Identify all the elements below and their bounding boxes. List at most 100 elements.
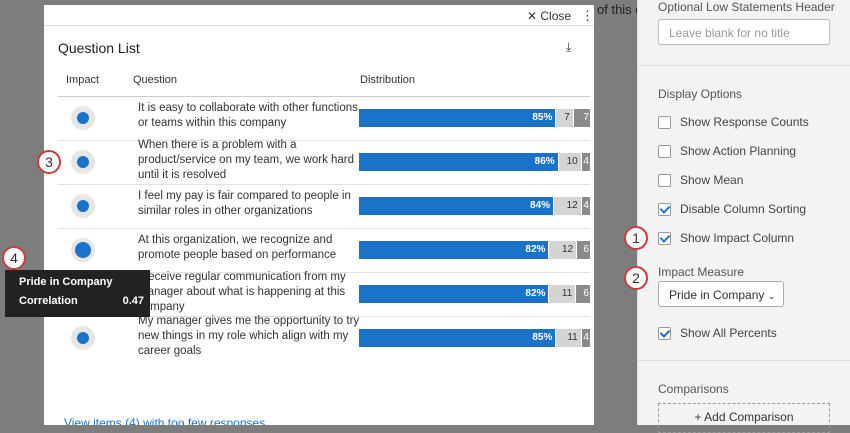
percent-label: 82%: [525, 244, 546, 255]
tooltip-title: Pride in Company: [19, 276, 113, 288]
row-divider: [58, 184, 590, 185]
impact-dot: [77, 332, 89, 344]
checkbox[interactable]: [658, 327, 671, 340]
percent-label: 85%: [532, 112, 553, 123]
modal-title: Question List: [58, 40, 140, 56]
modal: ✕ Close ⋮ Question List ⤓ View items (4)…: [44, 5, 594, 425]
divider: [638, 65, 850, 66]
checkbox-label: Show Mean: [680, 173, 744, 187]
settings-panel: Optional Low Statements Header Leave bla…: [637, 0, 850, 433]
row-divider: [58, 272, 590, 273]
divider: [44, 25, 594, 26]
neutral-bar: 11: [549, 285, 576, 303]
placeholder: Leave blank for no title: [669, 26, 790, 40]
question-text: At this organization, we recognize and: [138, 234, 333, 246]
positive-bar: 85%: [359, 109, 556, 127]
positive-bar: 82%: [359, 241, 549, 259]
positive-bar: 84%: [359, 197, 554, 215]
callout: 2: [624, 266, 648, 290]
column-header: Impact: [66, 74, 100, 86]
tooltip-value: 0.47: [122, 295, 144, 307]
negative-bar: 4: [581, 153, 590, 171]
distribution-bar: 82% 12 6: [359, 241, 590, 259]
neutral-bar: 12: [549, 241, 577, 259]
impact-dot: [77, 156, 89, 168]
distribution-bar: 85% 11 4: [359, 329, 590, 347]
checkbox-label: Show Response Counts: [680, 115, 809, 129]
negative-bar: 6: [577, 241, 590, 259]
distribution-bar: 85% 7 7: [359, 109, 590, 127]
negative-bar: 4: [581, 197, 590, 215]
divider: [638, 360, 850, 361]
download-icon[interactable]: ⤓: [566, 40, 572, 54]
question-text: product/service on my team, we work hard: [138, 153, 355, 166]
distribution-bar: 82% 11 6: [359, 285, 590, 303]
neutral-bar: 7: [556, 109, 573, 127]
background-text: of this da: [597, 2, 650, 17]
section-title: Comparisons: [658, 382, 729, 396]
checkbox[interactable]: [658, 174, 671, 187]
question-text: manager about what is happening at this: [138, 285, 346, 298]
question-text: When there is a problem with a: [138, 138, 297, 151]
row-divider: [58, 228, 590, 229]
tooltip-label: Correlation: [19, 295, 78, 307]
row-divider: [58, 316, 590, 317]
menu-icon[interactable]: ⋮: [581, 8, 594, 23]
callout: 4: [2, 246, 26, 270]
select-value: Pride in Company: [669, 288, 765, 302]
checkbox-label: Disable Column Sorting: [680, 202, 807, 216]
checkbox[interactable]: [658, 116, 671, 129]
neutral-bar: 12: [554, 197, 581, 215]
close-label: Close: [540, 9, 572, 23]
neutral-bar: 11: [556, 329, 581, 347]
distribution-bar: 84% 12 4: [359, 197, 590, 215]
row-divider: [58, 140, 590, 141]
column-header: Distribution: [360, 74, 416, 86]
percent-label: 82%: [525, 288, 546, 299]
question-text: It is easy to collaborate with other fun…: [138, 102, 358, 114]
question-text: I receive regular communication from my: [138, 270, 346, 283]
percent-label: 86%: [534, 156, 555, 167]
label: Impact Measure: [658, 265, 745, 279]
callout: 3: [37, 150, 61, 174]
impact-dot: [77, 200, 89, 212]
distribution-bar: 86% 10 4: [359, 153, 590, 171]
question-text: I feel my pay is fair compared to people…: [138, 190, 351, 202]
checkbox-label: Show Impact Column: [680, 231, 795, 245]
callout: 1: [624, 226, 648, 250]
percent-label: 84%: [530, 200, 551, 211]
negative-bar: 6: [576, 285, 590, 303]
positive-bar: 85%: [359, 329, 556, 347]
close-button[interactable]: ✕ Close: [527, 9, 572, 23]
impact-dot: [77, 112, 89, 124]
positive-bar: 82%: [359, 285, 549, 303]
checkbox-label: Show Action Planning: [680, 144, 797, 158]
checkbox-label: Show All Percents: [680, 326, 777, 340]
question-text: similar roles in other organizations: [138, 205, 313, 217]
negative-bar: 4: [581, 329, 590, 347]
question-text: until it is resolved: [138, 168, 227, 181]
question-text: or teams within this company: [138, 117, 287, 129]
footer-link[interactable]: View items (4) with too few responses: [64, 416, 266, 425]
text-input[interactable]: Leave blank for no title: [658, 19, 830, 45]
positive-bar: 86%: [359, 153, 558, 171]
percent-label: 85%: [532, 332, 553, 343]
select[interactable]: Pride in Company ⌄: [658, 281, 784, 307]
checkbox[interactable]: [658, 232, 671, 245]
tooltip: Pride in Company Correlation 0.47: [5, 270, 150, 317]
question-text: My manager gives me the opportunity to t…: [138, 314, 360, 327]
divider: [58, 96, 590, 97]
checkbox[interactable]: [658, 145, 671, 158]
question-text: new things in my role which align with m…: [138, 329, 349, 342]
add-button[interactable]: + Add Comparison: [658, 403, 830, 433]
column-header: Question: [133, 74, 178, 86]
section-title: Display Options: [658, 87, 743, 101]
neutral-bar: 10: [558, 153, 581, 171]
negative-bar: 7: [573, 109, 590, 127]
question-text: career goals: [138, 344, 202, 357]
label: Optional Low Statements Header: [658, 0, 835, 14]
button-label: + Add Comparison: [694, 410, 794, 424]
checkbox[interactable]: [658, 203, 671, 216]
question-text: promote people based on performance: [138, 249, 337, 261]
